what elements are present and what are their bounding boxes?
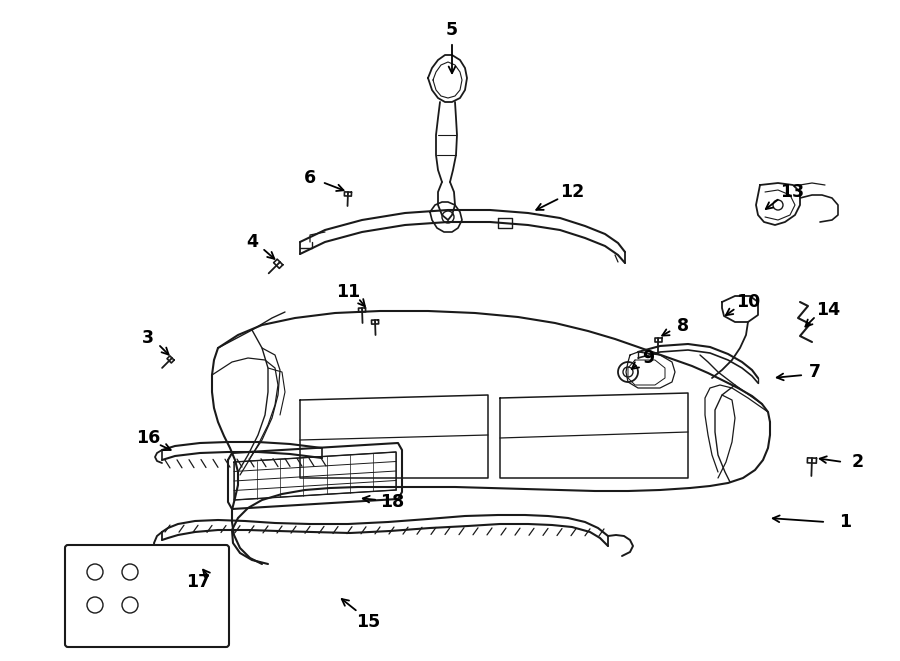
Text: 16: 16	[136, 429, 160, 447]
FancyBboxPatch shape	[65, 545, 229, 647]
Text: 15: 15	[356, 613, 380, 631]
Text: 11: 11	[336, 283, 360, 301]
Text: 9: 9	[642, 349, 654, 367]
Text: 17: 17	[186, 573, 210, 591]
Text: 6: 6	[304, 169, 316, 187]
Text: 7: 7	[809, 363, 821, 381]
Text: 2: 2	[852, 453, 864, 471]
Text: 13: 13	[780, 183, 804, 201]
Text: 18: 18	[380, 493, 404, 511]
Text: 10: 10	[736, 293, 760, 311]
Text: 1: 1	[839, 513, 851, 531]
Text: 14: 14	[816, 301, 840, 319]
Text: 3: 3	[142, 329, 154, 347]
Text: 5: 5	[446, 21, 458, 39]
Text: 12: 12	[560, 183, 584, 201]
Text: 8: 8	[677, 317, 689, 335]
Text: 4: 4	[246, 233, 258, 251]
